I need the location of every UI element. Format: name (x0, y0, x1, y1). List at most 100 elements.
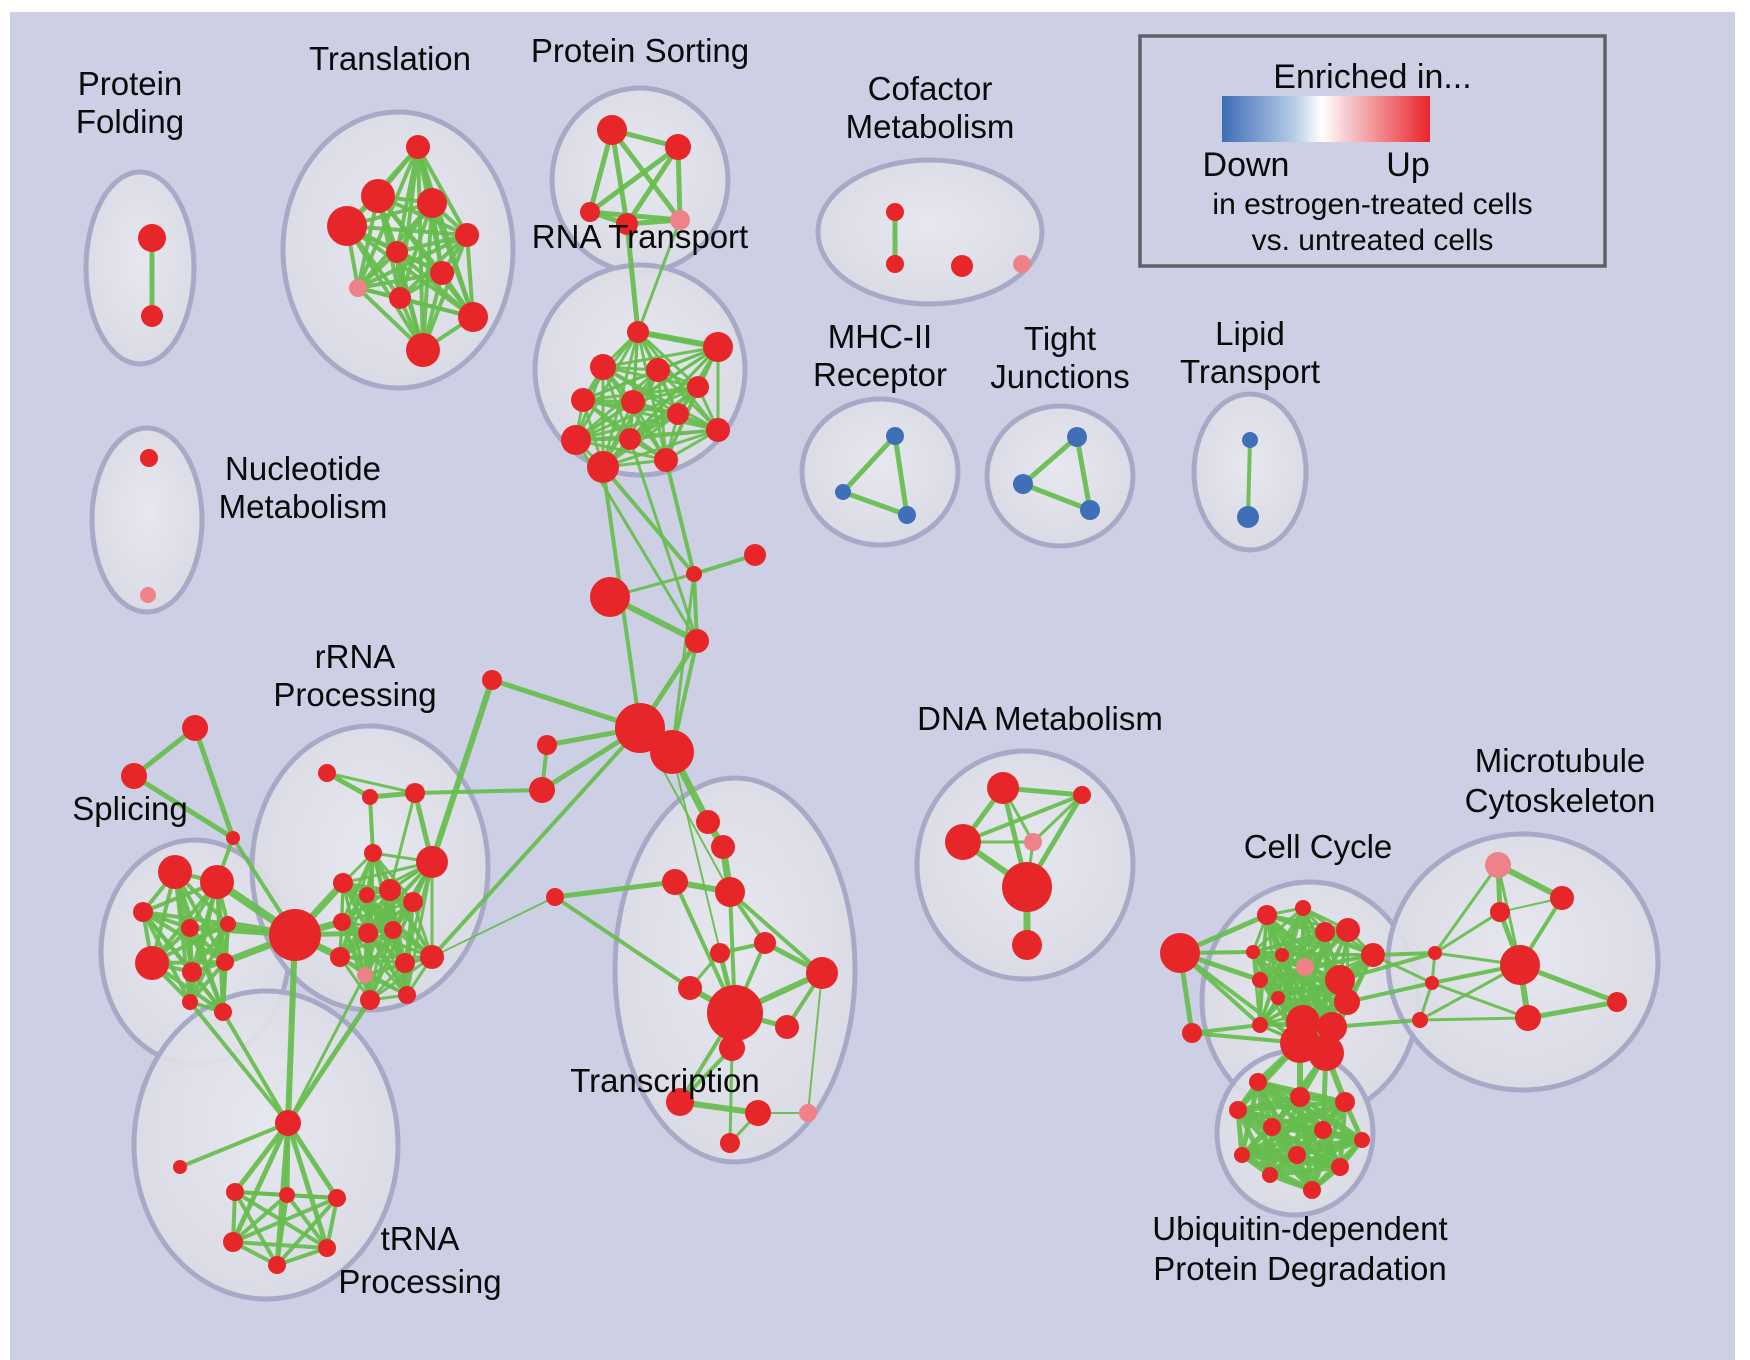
node-RR4 (364, 844, 382, 862)
node-UB3 (1335, 1092, 1355, 1112)
cluster-label-microtubule-cytoskeleton: Cytoskeleton (1465, 782, 1656, 819)
node-CCL (1160, 933, 1200, 973)
node-CC7 (1275, 948, 1289, 962)
node-N2 (685, 629, 709, 653)
node-TN2 (279, 1187, 295, 1203)
node-RTt (627, 321, 649, 343)
edge (356, 233, 469, 290)
edge (285, 1120, 340, 1201)
cluster-label-trna-processing: tRNA (381, 1220, 460, 1257)
node-NM1 (140, 449, 158, 467)
node-MT2 (1490, 902, 1510, 922)
edge (275, 1196, 339, 1267)
edge (192, 725, 236, 841)
edge (728, 1046, 734, 1145)
node-TR2 (361, 179, 395, 213)
node-RTe (621, 390, 645, 414)
node-TC8 (806, 957, 838, 989)
edge (413, 788, 544, 795)
node-SP10 (214, 1003, 232, 1021)
legend-down-label: Down (1203, 146, 1290, 184)
node-HUB2 (650, 730, 694, 774)
edge (670, 572, 696, 754)
edge (581, 398, 720, 432)
node-CM3 (951, 255, 973, 277)
node-N3 (744, 544, 766, 566)
node-TR11 (406, 333, 440, 367)
edge (325, 771, 417, 795)
edge (1525, 999, 1620, 1021)
node-TNh (275, 1110, 301, 1136)
cluster-label-protein-folding: Protein (78, 65, 183, 102)
cluster-label-cell-cycle: Cell Cycle (1244, 828, 1393, 865)
node-TC6 (754, 932, 776, 954)
node-UB1 (1249, 1073, 1267, 1091)
node-PF1 (138, 224, 166, 252)
node-RTg (561, 425, 591, 455)
node-LH2 (529, 777, 555, 803)
node-RR2 (362, 789, 378, 805)
node-RTf (667, 403, 689, 425)
edge (1178, 951, 1302, 1045)
node-TJ3 (1080, 500, 1100, 520)
node-UB4 (1229, 1101, 1247, 1119)
edge (553, 895, 692, 990)
node-TC7 (678, 976, 702, 1000)
cluster-label-rrna-processing: rRNA (315, 638, 396, 675)
edge (356, 271, 444, 290)
cluster-label-mhc-ii-receptor: Receptor (813, 356, 947, 393)
node-TR8 (349, 279, 367, 297)
cluster-label-mhc-ii-receptor: MHC-II (828, 318, 932, 355)
node-St3 (226, 831, 240, 845)
cluster-label-rrna-processing: Processing (273, 676, 436, 713)
edge (429, 677, 495, 865)
node-TC14 (799, 1104, 817, 1122)
node-CM1 (886, 203, 904, 221)
edge (1267, 1137, 1365, 1178)
edge (230, 1120, 291, 1245)
node-RTr (703, 332, 733, 362)
node-TC15 (720, 1133, 740, 1153)
node-RR18 (398, 986, 416, 1004)
cluster-label-nucleotide-metabolism: Metabolism (219, 488, 388, 525)
node-RR17 (360, 990, 380, 1010)
edge (233, 1190, 279, 1267)
node-RR6 (333, 873, 353, 893)
node-UB10 (1331, 1158, 1349, 1176)
edge (188, 1000, 290, 1125)
node-SP5 (220, 916, 236, 932)
node-PF2 (141, 305, 163, 327)
edge (232, 1120, 291, 1195)
node-TC5 (710, 943, 730, 963)
node-SP4 (181, 919, 199, 937)
node-UB6 (1314, 1121, 1332, 1139)
node-TJ2 (1013, 474, 1033, 494)
cluster-hull-trna-processing (131, 988, 401, 1302)
node-CH (269, 909, 321, 961)
node-SP8 (216, 953, 234, 971)
node-UB9 (1288, 1146, 1306, 1164)
cluster-label-splicing: Splicing (72, 790, 188, 827)
node-CC8 (1252, 972, 1268, 988)
cluster-label-lipid-transport: Transport (1180, 353, 1320, 390)
cluster-hull-protein-folding (83, 169, 197, 367)
node-TC2 (711, 835, 735, 859)
edge (345, 224, 469, 237)
node-MTP (1485, 852, 1511, 878)
edge (395, 250, 475, 319)
edge (624, 144, 681, 227)
edge (285, 1120, 330, 1251)
edge (285, 932, 298, 1126)
node-TN4 (223, 1232, 243, 1252)
legend: Enriched in... Down Up in estrogen-treated … (1138, 34, 1607, 268)
node-TC10 (775, 1015, 799, 1039)
cluster-label-lipid-transport: Lipid (1215, 315, 1285, 352)
edge (366, 931, 409, 997)
edge (431, 896, 556, 958)
node-TC1 (696, 810, 720, 834)
cluster-label-translation: Translation (309, 40, 471, 77)
edge (356, 145, 420, 290)
cluster-label-trna-processing: Processing (338, 1263, 501, 1300)
edge (1190, 1023, 1262, 1035)
edge (340, 900, 415, 924)
